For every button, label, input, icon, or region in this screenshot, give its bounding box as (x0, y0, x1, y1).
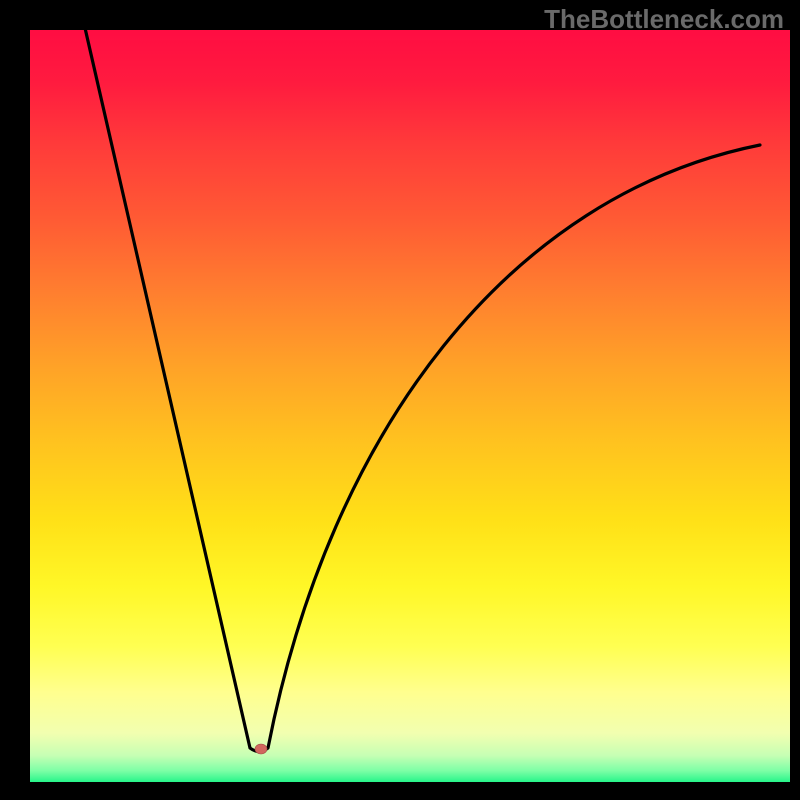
plot-area (30, 30, 790, 782)
plot-svg (30, 30, 790, 782)
gradient-background (30, 30, 790, 782)
vertex-marker (255, 744, 267, 754)
watermark-text: TheBottleneck.com (544, 4, 784, 35)
